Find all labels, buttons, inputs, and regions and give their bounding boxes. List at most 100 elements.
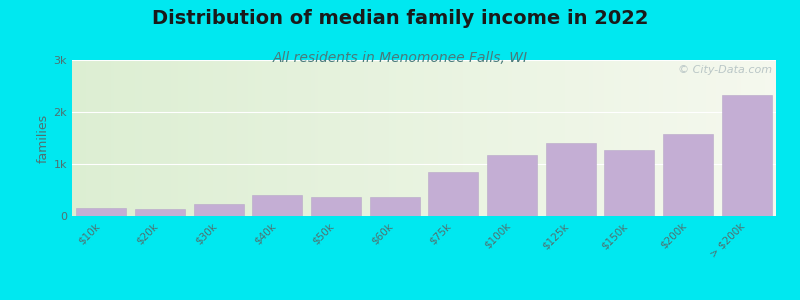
Bar — [466, 60, 470, 216]
Bar — [769, 60, 773, 216]
Bar — [646, 60, 650, 216]
Bar — [766, 60, 769, 216]
Bar — [526, 60, 530, 216]
Bar — [603, 60, 607, 216]
Bar — [698, 60, 702, 216]
Bar — [546, 143, 595, 216]
Bar — [681, 60, 685, 216]
Bar — [474, 60, 477, 216]
Bar — [230, 60, 234, 216]
Bar — [734, 60, 738, 216]
Bar — [216, 60, 220, 216]
Bar — [579, 60, 582, 216]
Bar — [403, 60, 406, 216]
Bar — [361, 60, 364, 216]
Bar — [160, 60, 163, 216]
Bar — [575, 60, 579, 216]
Bar — [568, 60, 572, 216]
Bar — [392, 60, 396, 216]
Bar — [90, 60, 93, 216]
Bar — [251, 60, 255, 216]
Bar — [522, 60, 526, 216]
Bar — [618, 60, 621, 216]
Bar — [213, 60, 216, 216]
Bar — [660, 60, 663, 216]
Bar — [758, 60, 762, 216]
Bar — [188, 60, 192, 216]
Bar — [322, 60, 326, 216]
Bar — [452, 60, 456, 216]
Bar — [741, 60, 744, 216]
Bar — [234, 60, 238, 216]
Bar — [691, 60, 695, 216]
Bar — [487, 60, 491, 216]
Bar — [494, 60, 498, 216]
Bar — [280, 60, 283, 216]
Bar — [438, 60, 442, 216]
Bar — [723, 60, 726, 216]
Text: © City-Data.com: © City-Data.com — [678, 65, 773, 75]
Bar — [333, 60, 336, 216]
Bar — [688, 60, 691, 216]
Bar — [315, 60, 318, 216]
Text: Distribution of median family income in 2022: Distribution of median family income in … — [152, 9, 648, 28]
Bar — [730, 60, 734, 216]
Bar — [462, 60, 466, 216]
Bar — [449, 60, 452, 216]
Bar — [100, 60, 104, 216]
Bar — [167, 60, 170, 216]
Bar — [586, 60, 590, 216]
Bar — [678, 60, 681, 216]
Bar — [245, 60, 248, 216]
Bar — [414, 60, 417, 216]
Bar — [427, 60, 431, 216]
Bar — [170, 60, 174, 216]
Bar — [198, 60, 202, 216]
Bar — [107, 60, 110, 216]
Bar — [283, 60, 286, 216]
Bar — [104, 60, 107, 216]
Bar — [706, 60, 709, 216]
Bar — [110, 60, 114, 216]
Bar — [744, 60, 748, 216]
Bar — [82, 60, 86, 216]
Bar — [477, 60, 480, 216]
Bar — [255, 60, 258, 216]
Bar — [298, 60, 301, 216]
Bar — [550, 60, 554, 216]
Bar — [378, 60, 382, 216]
Bar — [135, 209, 185, 216]
Bar — [192, 60, 195, 216]
Bar — [429, 172, 478, 216]
Bar — [456, 60, 459, 216]
Bar — [762, 60, 766, 216]
Bar — [605, 151, 654, 216]
Bar — [253, 196, 302, 216]
Bar — [294, 60, 298, 216]
Bar — [674, 60, 678, 216]
Bar — [748, 60, 751, 216]
Bar — [502, 60, 505, 216]
Bar — [713, 60, 716, 216]
Bar — [667, 60, 670, 216]
Bar — [716, 60, 720, 216]
Bar — [751, 60, 755, 216]
Y-axis label: families: families — [36, 113, 50, 163]
Bar — [163, 60, 167, 216]
Bar — [505, 60, 509, 216]
Bar — [185, 60, 188, 216]
Bar — [562, 60, 565, 216]
Bar — [663, 134, 713, 216]
Bar — [122, 60, 125, 216]
Bar — [132, 60, 135, 216]
Bar — [128, 60, 132, 216]
Bar — [565, 60, 568, 216]
Bar — [642, 60, 646, 216]
Bar — [484, 60, 487, 216]
Text: All residents in Menomonee Falls, WI: All residents in Menomonee Falls, WI — [273, 51, 527, 65]
Bar — [343, 60, 346, 216]
Bar — [720, 60, 723, 216]
Bar — [262, 60, 266, 216]
Bar — [194, 204, 243, 216]
Bar — [238, 60, 241, 216]
